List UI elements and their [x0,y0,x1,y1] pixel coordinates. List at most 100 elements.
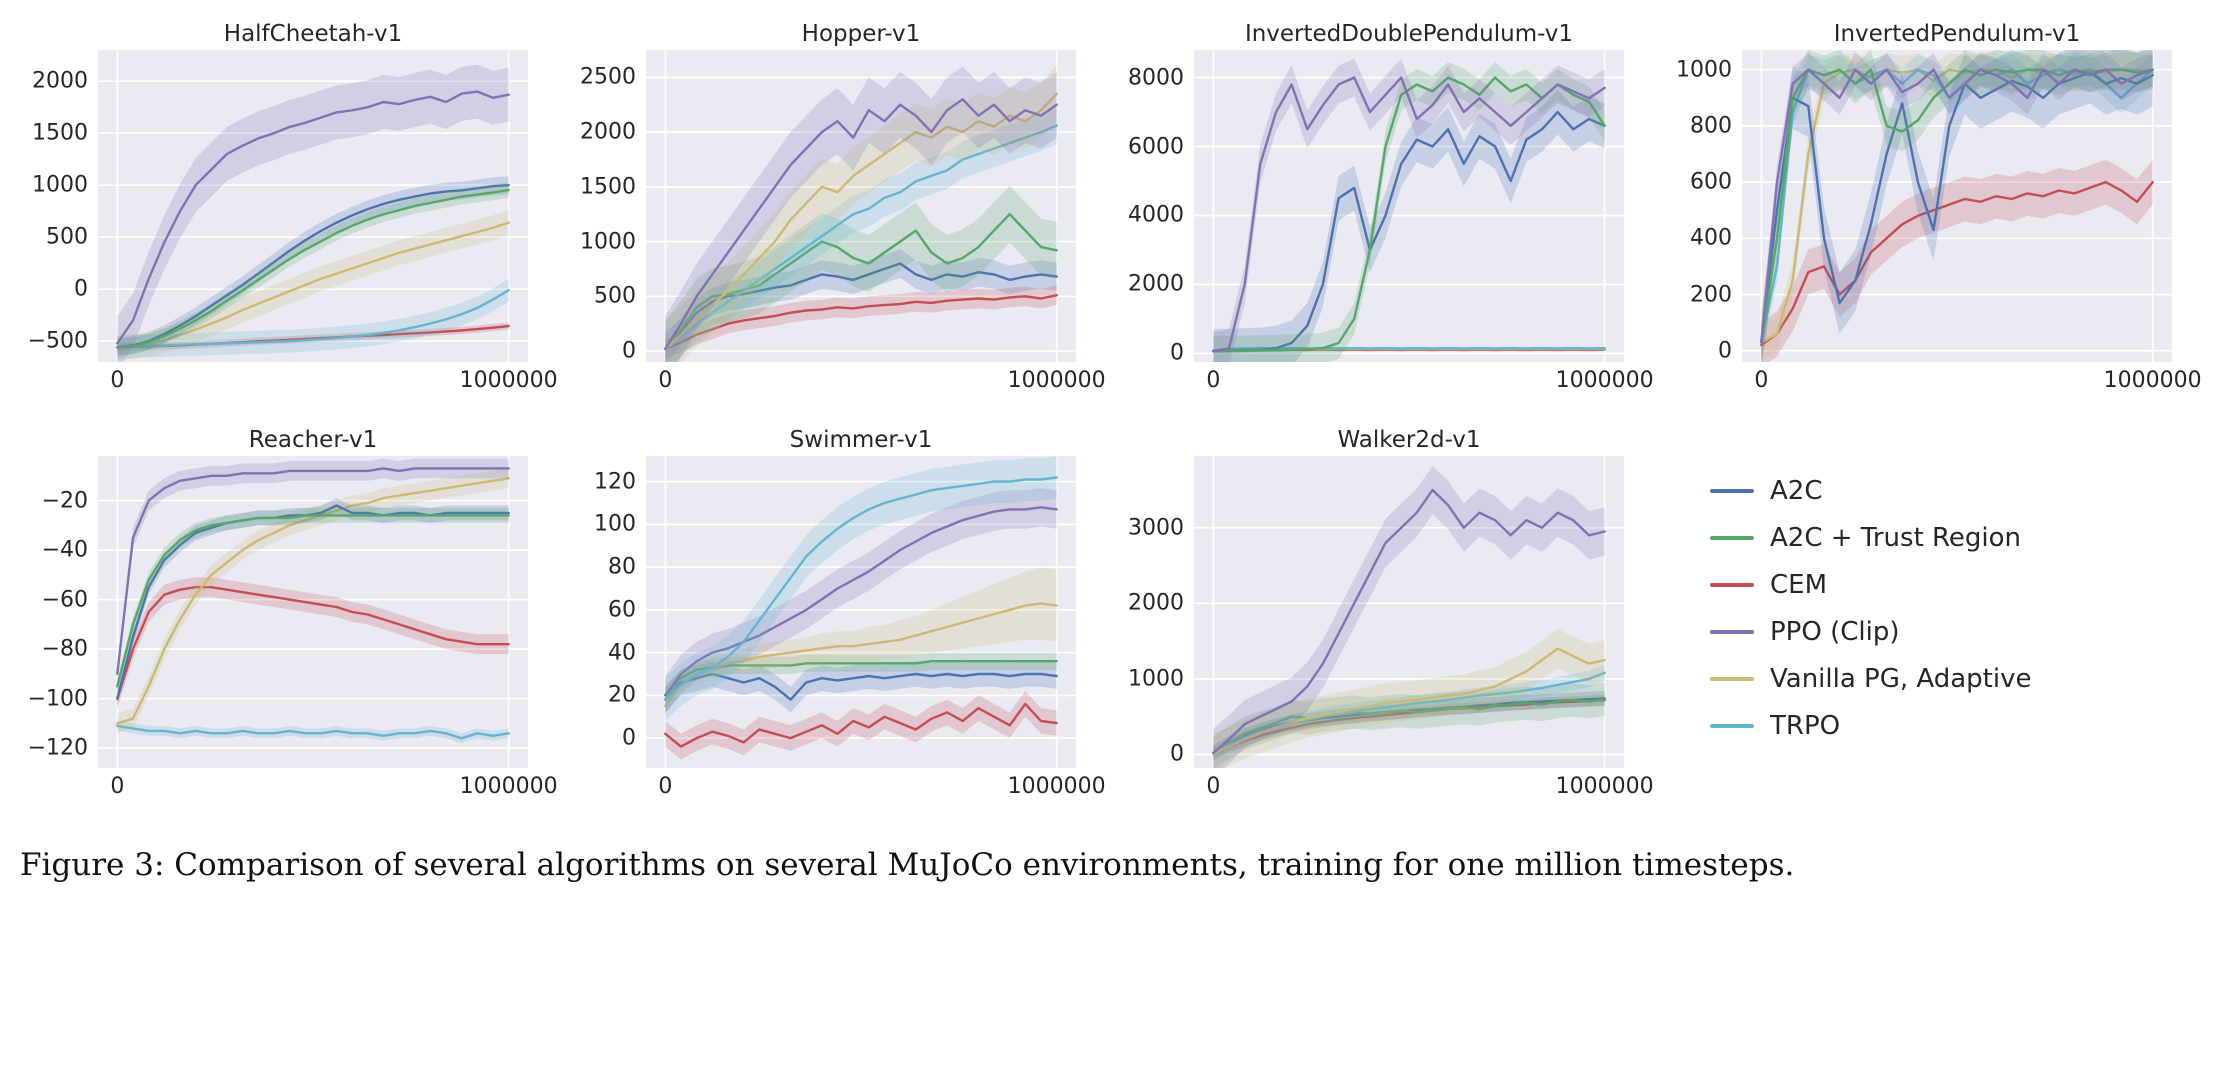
plot-area [98,456,528,768]
y-tick-label: 500 [594,283,636,309]
y-tick-label: 100 [594,511,636,537]
y-tick-label: 2000 [1128,271,1184,297]
x-tick-label: 1000000 [459,368,558,393]
y-tick-label: 40 [608,640,636,666]
chart-title: InvertedDoublePendulum-v1 [1244,21,1574,47]
y-axis-ticks: 0 200 400 600 800 1000 [1664,50,1742,364]
y-tick-label: 2000 [32,68,88,94]
y-axis-ticks: 0 2000 4000 6000 8000 [1116,50,1194,366]
x-tick-label: 1000000 [1555,774,1654,799]
plot-area [646,50,1076,362]
x-axis-ticks: 0 1000000 [1194,768,1653,804]
y-tick-label: −60 [41,587,88,613]
y-tick-label: −80 [41,636,88,662]
y-tick-label: 0 [622,725,636,751]
legend-item-vanilla-pg-adaptive: Vanilla PG, Adaptive [1710,664,2212,694]
x-tick-label: 1000000 [1007,368,1106,393]
y-tick-label: 1500 [32,120,88,146]
x-tick-label: 1000000 [1007,774,1106,799]
chart-reacher-v1: Reacher-v1 −120 −100 −80 −60 −40 −20 0 1000000 [20,424,568,804]
y-tick-label: 0 [1718,338,1732,364]
x-tick-label: 0 [1206,368,1221,393]
y-tick-label: 400 [1690,225,1732,251]
y-tick-label: −40 [41,537,88,563]
x-axis-ticks: 0 1000000 [1742,362,2201,398]
y-axis-ticks: −500 0 500 1000 1500 2000 [20,50,98,362]
chart-title: Reacher-v1 [248,427,378,453]
y-tick-label: 1000 [32,172,88,198]
y-tick-label: 0 [622,338,636,364]
y-tick-label: 80 [608,554,636,580]
chart-title: Walker2d-v1 [1337,427,1481,453]
x-axis-ticks: 0 1000000 [1194,362,1653,398]
y-tick-label: 60 [608,597,636,623]
y-tick-label: 1000 [580,229,636,255]
chart-swimmer-v1: Swimmer-v1 0 20 40 60 80 100 120 0 1000000 [568,424,1116,804]
y-tick-label: 0 [74,276,88,302]
x-tick-label: 1000000 [2103,368,2202,393]
legend-item-a2c: A2C [1710,476,2212,506]
y-tick-label: 4000 [1128,202,1184,228]
y-tick-label: 0 [1170,741,1184,767]
chart-title: Hopper-v1 [801,21,921,47]
legend: A2C A2C + Trust Region CEM PPO (Clip) Va… [1664,424,2212,804]
chart-halfcheetah-v1: HalfCheetah-v1 −500 0 500 1000 1500 2000 0 100… [20,18,568,398]
plot-area [1194,456,1624,768]
y-tick-label: −100 [27,686,88,712]
x-tick-label: 0 [1206,774,1221,799]
x-axis-ticks: 0 1000000 [98,362,557,398]
y-tick-label: 600 [1690,169,1732,195]
legend-item-ppo-clip: PPO (Clip) [1710,617,2212,647]
y-tick-label: 0 [1170,340,1184,366]
y-tick-label: 500 [46,224,88,250]
legend-label: A2C [1770,476,1823,506]
y-tick-label: 20 [608,682,636,708]
plot-area [1194,50,1624,362]
plot-area [646,456,1076,768]
plot-area [98,50,528,362]
y-tick-label: 3000 [1128,515,1184,541]
legend-label: PPO (Clip) [1770,617,1900,647]
y-axis-ticks: 0 1000 2000 3000 [1116,456,1194,768]
y-tick-label: 1000 [1128,666,1184,692]
x-tick-label: 0 [110,368,125,393]
x-tick-label: 0 [658,774,673,799]
y-tick-label: 2500 [580,64,636,90]
x-axis-ticks: 0 1000000 [646,768,1105,804]
y-tick-label: 2000 [580,119,636,145]
y-tick-label: 8000 [1128,65,1184,91]
a2c-trust-region-line-swatch [1710,536,1754,540]
y-tick-label: −500 [27,328,88,354]
legend-label: TRPO [1770,711,1841,741]
x-axis-ticks: 0 1000000 [98,768,557,804]
y-tick-label: −120 [27,735,88,761]
x-tick-label: 0 [658,368,673,393]
y-axis-ticks: −120 −100 −80 −60 −40 −20 [20,456,98,768]
y-axis-ticks: 0 20 40 60 80 100 120 [568,456,646,768]
y-axis-ticks: 0 500 1000 1500 2000 2500 [568,50,646,364]
chart-title: Swimmer-v1 [789,427,933,453]
chart-hopper-v1: Hopper-v1 0 500 1000 1500 2000 2500 0 1000000 [568,18,1116,398]
chart-walker2d-v1: Walker2d-v1 0 1000 2000 3000 0 1000000 [1116,424,1664,804]
x-axis-ticks: 0 1000000 [646,362,1105,398]
chart-invertedpendulum-v1: InvertedPendulum-v1 0 200 400 600 800 1000 0 1… [1664,18,2212,398]
y-tick-label: 1000 [1676,57,1732,83]
plot-area [1742,50,2172,362]
y-tick-label: 2000 [1128,590,1184,616]
chart-title: HalfCheetah-v1 [223,21,403,47]
x-tick-label: 1000000 [1555,368,1654,393]
legend-item-cem: CEM [1710,570,2212,600]
chart-title: InvertedPendulum-v1 [1833,21,2081,47]
figure-grid: HalfCheetah-v1 −500 0 500 1000 1500 2000 0 100… [20,18,2214,804]
y-tick-label: 120 [594,469,636,495]
legend-item-a2c-trust-region: A2C + Trust Region [1710,523,2212,553]
y-tick-label: 1500 [580,174,636,200]
chart-inverteddoublependulum-v1: InvertedDoublePendulum-v1 0 2000 4000 6000 8… [1116,18,1664,398]
x-tick-label: 0 [1754,368,1769,393]
a2c-line-swatch [1710,489,1754,493]
cem-line-swatch [1710,583,1754,587]
y-tick-label: −20 [41,488,88,514]
y-tick-label: 200 [1690,282,1732,308]
trpo-line-swatch [1710,724,1754,728]
legend-label: CEM [1770,570,1828,600]
